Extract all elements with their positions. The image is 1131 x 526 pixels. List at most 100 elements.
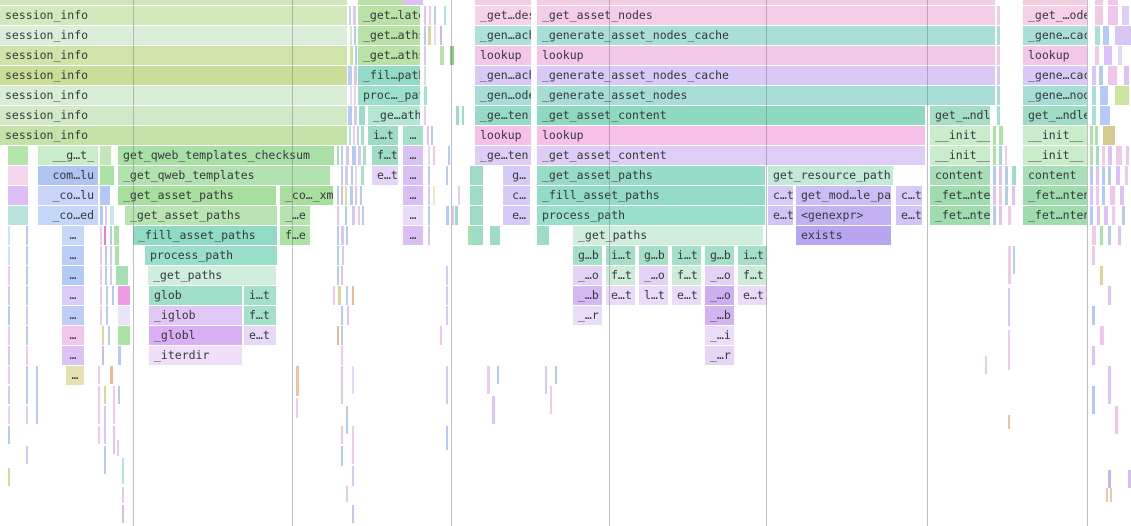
flame-frame-sliver[interactable]: [537, 226, 549, 245]
flame-frame-sliver[interactable]: [105, 266, 107, 285]
flame-frame-sliver[interactable]: [26, 266, 28, 285]
flame-frame[interactable]: _gen…ode: [475, 86, 531, 105]
flame-frame[interactable]: exists: [796, 226, 891, 245]
flame-frame[interactable]: process_path: [145, 246, 277, 265]
flame-frame-sliver[interactable]: [352, 286, 354, 305]
flame-frame-sliver[interactable]: [997, 26, 1000, 45]
flame-frame-sliver[interactable]: [348, 106, 352, 125]
flame-frame-sliver[interactable]: [354, 26, 356, 45]
flame-frame-sliver[interactable]: [8, 406, 10, 424]
flame-frame-sliver[interactable]: [100, 186, 110, 205]
flame-frame[interactable]: …: [403, 146, 423, 165]
flame-frame-sliver[interactable]: [26, 246, 28, 265]
flame-frame[interactable]: c…t: [768, 186, 793, 205]
flame-frame-sliver[interactable]: [346, 286, 348, 305]
flame-frame-sliver[interactable]: [993, 146, 996, 165]
flame-frame-sliver[interactable]: [110, 266, 112, 285]
flame-frame[interactable]: _get_qweb_templates: [118, 166, 330, 185]
flame-frame-sliver[interactable]: [1095, 126, 1098, 145]
flame-frame-sliver[interactable]: [338, 286, 341, 305]
flame-frame-sliver[interactable]: [1008, 206, 1011, 225]
flame-frame-sliver[interactable]: [1090, 126, 1093, 145]
flame-frame[interactable]: get_resource_path: [768, 166, 893, 185]
flame-frame-sliver[interactable]: [450, 46, 454, 65]
flame-frame[interactable]: __init__: [930, 146, 990, 165]
flame-frame[interactable]: get_mod…le_pat: [796, 186, 891, 205]
flame-frame-sliver[interactable]: [1095, 6, 1103, 25]
flame-frame-sliver[interactable]: [1108, 286, 1111, 305]
flame-frame-sliver[interactable]: [345, 186, 347, 205]
flame-frame[interactable]: e…t: [672, 286, 701, 305]
flame-frame[interactable]: _get_asset_paths: [125, 206, 277, 225]
flame-frame[interactable]: _get_asset_content: [537, 106, 925, 125]
flame-frame[interactable]: …: [62, 266, 84, 285]
flame-frame-sliver[interactable]: [36, 366, 38, 424]
flame-frame-sliver[interactable]: [1116, 146, 1122, 165]
flame-frame-sliver[interactable]: [550, 386, 552, 414]
flame-frame-sliver[interactable]: [112, 286, 114, 305]
flame-frame-sliver[interactable]: [115, 246, 119, 265]
flame-frame-sliver[interactable]: [296, 398, 298, 418]
flame-frame-sliver[interactable]: [357, 126, 359, 145]
flame-frame-sliver[interactable]: [118, 306, 130, 325]
flame-frame[interactable]: f…t: [372, 146, 398, 165]
flame-frame-sliver[interactable]: [104, 406, 106, 444]
flame-frame-sliver[interactable]: [352, 466, 354, 486]
flame-frame-sliver[interactable]: [26, 326, 28, 345]
flame-frame-sliver[interactable]: [993, 206, 996, 225]
flame-frame[interactable]: _co…ed: [38, 206, 98, 225]
flame-frame[interactable]: com…lu: [38, 166, 98, 185]
flame-frame[interactable]: proc…_pat: [358, 86, 420, 105]
flame-frame[interactable]: e…t: [896, 206, 922, 225]
flame-frame-sliver[interactable]: [1092, 346, 1095, 365]
flame-frame-sliver[interactable]: [470, 206, 483, 225]
flame-frame-sliver[interactable]: [341, 326, 343, 345]
flame-frame-sliver[interactable]: [455, 206, 458, 225]
flame-frame[interactable]: <genexpr>: [796, 206, 891, 225]
flame-frame-sliver[interactable]: [440, 326, 442, 345]
flame-frame-sliver[interactable]: [1116, 166, 1120, 185]
flame-frame-sliver[interactable]: [337, 266, 339, 285]
flame-frame-sliver[interactable]: [440, 46, 444, 65]
flame-frame-sliver[interactable]: [1090, 186, 1093, 205]
flame-frame[interactable]: _…e: [280, 206, 310, 225]
flame-frame-sliver[interactable]: [424, 46, 426, 65]
flame-frame[interactable]: session_info: [0, 66, 347, 85]
flame-frame-sliver[interactable]: [1110, 488, 1112, 502]
flame-frame-sliver[interactable]: [8, 386, 10, 404]
flame-frame-sliver[interactable]: [8, 146, 28, 165]
flame-frame[interactable]: _fet…nten: [930, 206, 990, 225]
flame-frame-sliver[interactable]: [997, 46, 1000, 65]
flame-frame-sliver[interactable]: [1023, 0, 1087, 5]
flame-frame-sliver[interactable]: [110, 226, 112, 245]
flame-frame[interactable]: _…b: [705, 306, 734, 325]
flame-frame[interactable]: _gen…ach: [475, 66, 531, 85]
flame-frame[interactable]: get_qweb_templates_checksum: [118, 146, 334, 165]
flame-frame-sliver[interactable]: [118, 346, 121, 365]
flame-frame-sliver[interactable]: [341, 426, 343, 444]
flame-frame[interactable]: _generate_asset_nodes_cache: [537, 66, 995, 85]
flame-frame-sliver[interactable]: [1092, 66, 1096, 85]
flame-frame-sliver[interactable]: [1108, 366, 1111, 404]
flame-frame[interactable]: _…o: [705, 266, 734, 285]
flame-frame-sliver[interactable]: [98, 426, 100, 444]
flame-frame-sliver[interactable]: [434, 26, 436, 45]
flame-frame-sliver[interactable]: [997, 66, 1000, 85]
flame-frame[interactable]: lookup: [475, 46, 531, 65]
flame-frame[interactable]: lookup: [537, 46, 995, 65]
flame-frame-sliver[interactable]: [337, 326, 339, 345]
flame-frame-sliver[interactable]: [337, 186, 339, 205]
flame-frame-sliver[interactable]: [352, 366, 354, 394]
flame-frame[interactable]: _fill_asset_paths: [537, 186, 765, 205]
flame-frame-sliver[interactable]: [341, 306, 343, 325]
flame-frame-sliver[interactable]: [1013, 246, 1015, 274]
flame-frame-sliver[interactable]: [346, 486, 348, 502]
flame-frame-sliver[interactable]: [1100, 86, 1108, 105]
flame-frame[interactable]: e…t: [372, 166, 398, 185]
flame-frame[interactable]: c…t: [896, 186, 922, 205]
flame-frame[interactable]: e…t: [738, 286, 767, 305]
flame-frame-sliver[interactable]: [98, 366, 100, 384]
flame-frame-sliver[interactable]: [110, 206, 114, 225]
flame-frame-sliver[interactable]: [8, 426, 10, 444]
flame-frame[interactable]: _iterdir: [149, 346, 242, 365]
